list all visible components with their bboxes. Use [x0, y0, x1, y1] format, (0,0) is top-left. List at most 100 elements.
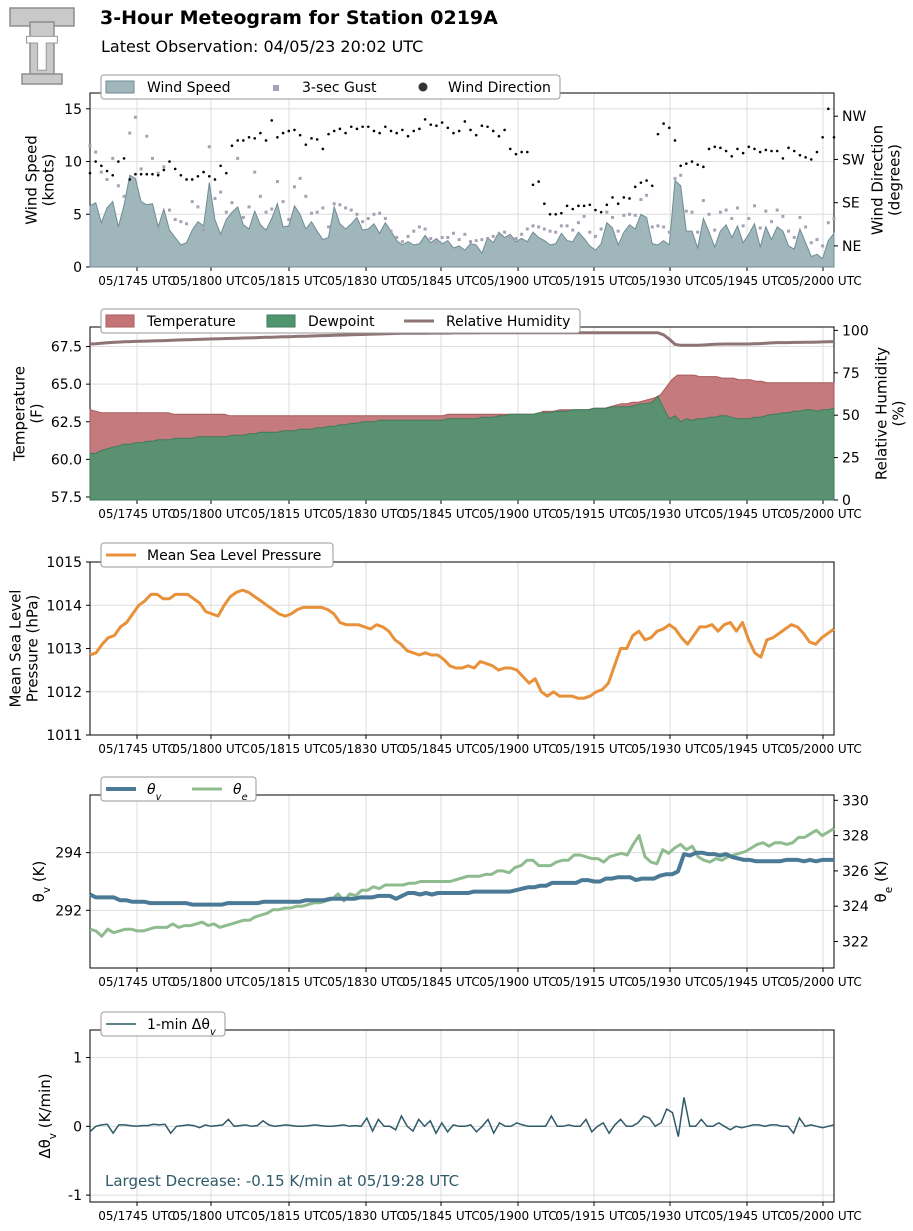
legend-swatch-direction	[418, 82, 428, 92]
x-tick-label: 05/1945 UTC	[708, 975, 785, 989]
y2-axis-label: θe (K)	[872, 861, 895, 903]
gust-marker	[417, 225, 421, 229]
gust-marker	[434, 241, 438, 245]
direction-point	[293, 128, 296, 132]
gust-marker	[821, 244, 825, 248]
direction-point	[145, 172, 149, 176]
direction-point	[713, 145, 717, 149]
y2-tick-label: 330	[842, 793, 869, 809]
legend-swatch-temperature	[105, 314, 135, 328]
x-tick-label: 05/1900 UTC	[479, 1209, 556, 1223]
gust-marker	[798, 215, 802, 219]
y-axis-label-text: θv (K)	[30, 861, 53, 903]
gust-marker	[679, 173, 683, 177]
gust-marker	[99, 170, 103, 174]
direction-point	[463, 120, 467, 123]
gust-marker	[707, 212, 711, 216]
x-tick-label: 05/2000 UTC	[784, 274, 861, 288]
direction-point	[406, 134, 410, 138]
direction-point	[384, 125, 387, 129]
direction-point	[588, 203, 592, 207]
gust-marker	[480, 238, 484, 242]
gust-marker	[236, 156, 240, 160]
gust-marker	[122, 194, 126, 198]
direction-point	[662, 122, 665, 125]
direction-point	[281, 131, 285, 135]
direction-point	[185, 178, 188, 181]
gust-marker	[673, 176, 677, 180]
gust-marker	[559, 224, 563, 228]
legend-label-dewpoint: Dewpoint	[308, 314, 375, 330]
gust-marker	[576, 221, 580, 225]
direction-point	[787, 146, 790, 150]
gust-marker	[667, 230, 671, 234]
axes-frame	[89, 794, 835, 969]
direction-point	[378, 131, 381, 135]
direction-point	[395, 131, 398, 135]
direction-point	[207, 175, 211, 178]
gust-marker	[446, 235, 450, 239]
gust-marker	[650, 225, 654, 229]
x-tick-label: 05/1800 UTC	[172, 742, 249, 756]
direction-point	[622, 196, 626, 199]
largest-decrease-annotation: Largest Decrease: -0.15 K/min at 05/19:2…	[105, 1172, 459, 1190]
x-tick-label: 05/1745 UTC	[98, 975, 175, 989]
gust-marker	[474, 239, 478, 243]
direction-point	[503, 128, 506, 132]
gust-marker	[525, 227, 529, 231]
gust-marker	[542, 227, 546, 231]
x-tick-label: 05/1800 UTC	[172, 274, 249, 288]
direction-point	[764, 148, 768, 152]
gust-marker	[298, 176, 302, 180]
legend-label-wind-speed: Wind Speed	[147, 80, 231, 96]
axes-frame	[89, 1029, 835, 1203]
direction-point	[225, 171, 228, 175]
gust-marker	[168, 208, 172, 212]
direction-point	[435, 124, 438, 127]
gust-marker	[258, 194, 262, 198]
mslp-line	[89, 588, 835, 700]
x-tick-label: 05/1845 UTC	[402, 742, 479, 756]
x-tick-label: 05/2000 UTC	[784, 742, 861, 756]
y-axis-label: Mean Sea Level Pressure (hPa)	[7, 590, 42, 708]
gust-marker	[88, 144, 92, 148]
direction-point	[804, 156, 807, 159]
legend-label-rh: Relative Humidity	[446, 314, 570, 330]
x-tick-label: 05/1800 UTC	[172, 507, 249, 521]
direction-point	[128, 178, 132, 181]
y2-tick-label: NW	[842, 109, 866, 125]
y-tick-label: 67.5	[51, 340, 82, 356]
axes-frame	[89, 561, 835, 736]
direction-point	[168, 160, 171, 163]
direction-point	[190, 178, 194, 181]
direction-point	[548, 212, 552, 216]
gust-marker	[809, 241, 813, 245]
gust-marker	[213, 196, 217, 200]
gust-marker	[105, 177, 109, 181]
gust-marker	[173, 218, 177, 222]
figure-title: 3-Hour Meteogram for Station 0219A	[100, 7, 498, 29]
direction-point	[247, 135, 251, 139]
y2-tick-label: 324	[842, 899, 869, 915]
x-tick-label: 05/1900 UTC	[479, 975, 556, 989]
x-tick-label: 05/1945 UTC	[708, 1209, 785, 1223]
legend-dtheta: 1-min Δθv	[100, 1011, 226, 1038]
y-axis-label: Wind Speed (knots)	[23, 135, 58, 225]
gust-marker	[781, 214, 785, 218]
gust-marker	[162, 165, 166, 169]
direction-point	[156, 173, 160, 177]
direction-point	[577, 204, 580, 208]
x-tick-label: 05/1945 UTC	[708, 274, 785, 288]
gust-marker	[792, 235, 796, 239]
x-tick-label: 05/1845 UTC	[402, 507, 479, 521]
direction-point	[508, 147, 512, 151]
x-tick-label: 05/1800 UTC	[172, 1209, 249, 1223]
direction-point	[429, 123, 433, 126]
gust-marker	[207, 145, 211, 149]
gust-marker	[389, 229, 393, 233]
direction-point	[753, 147, 756, 151]
x-tick-label: 05/1830 UTC	[327, 274, 404, 288]
direction-point	[310, 137, 313, 140]
